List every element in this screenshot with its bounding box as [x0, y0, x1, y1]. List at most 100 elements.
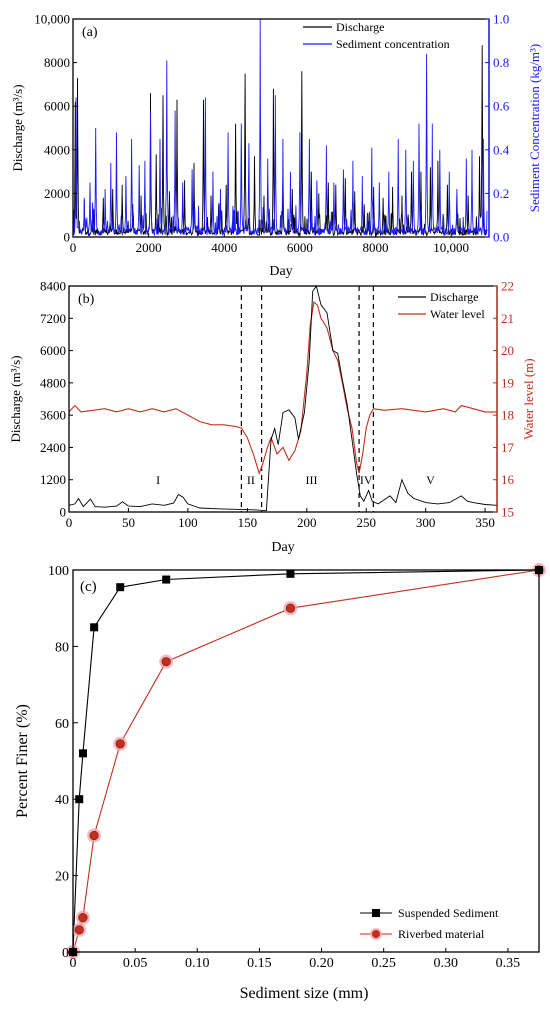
c-ytick-label: 60: [55, 717, 69, 732]
b-ytick-right-label: 20: [501, 343, 514, 358]
suspended-point: [116, 583, 125, 592]
b-xtick-label: 350: [475, 515, 495, 530]
legend-label-discharge-a: Discharge: [336, 20, 384, 34]
c-xtick-label: 0.30: [434, 956, 459, 971]
b-ytick-label: 8400: [40, 279, 66, 294]
discharge-series-a: [72, 45, 488, 237]
legend-swatch-suspended: [372, 909, 380, 917]
legend-swatch-riverbed: [372, 930, 380, 938]
a-xtick-label: 6000: [287, 240, 313, 255]
c-ytick-label: 80: [55, 640, 69, 655]
region-label: I: [156, 473, 160, 487]
b-ytick-right-label: 21: [501, 311, 514, 326]
panel-label-a: (a): [82, 25, 98, 40]
b-ytick-label: 2400: [40, 440, 66, 455]
x-axis-label-a: Day: [269, 264, 292, 279]
a-ytick-label: 6000: [44, 99, 70, 114]
b-ytick-right-label: 15: [501, 505, 514, 520]
c-ytick-label: 100: [48, 564, 69, 579]
b-ytick-label: 6000: [40, 343, 66, 358]
x-axis-label-c: Sediment size (mm): [240, 985, 369, 1002]
suspended-line: [72, 569, 540, 953]
c-ytick-label: 20: [55, 870, 69, 885]
y-axis-label-right-a: Sediment Concentration (kg/m³): [527, 44, 542, 213]
legend-label-riverbed: Riverbed material: [398, 927, 485, 941]
y-axis-label-left-a: Discharge (m³/s): [10, 84, 25, 171]
riverbed-point: [74, 925, 84, 935]
suspended-point: [286, 569, 295, 578]
y-axis-label-left-b: Discharge (m³/s): [8, 355, 23, 442]
b-xtick-label: 50: [122, 515, 135, 530]
suspended-point: [78, 749, 87, 758]
a-xtick-label: 0: [70, 240, 77, 255]
sediment-series-a: [72, 18, 488, 237]
riverbed-line: [72, 569, 540, 953]
c-xtick-label: 0.20: [309, 956, 334, 971]
c-xtick-label: 0.10: [185, 956, 210, 971]
legend-label-discharge-b: Discharge: [430, 290, 478, 304]
c-ytick-label: 40: [55, 793, 69, 808]
b-xtick-label: 250: [356, 515, 376, 530]
a-xtick-label: 8000: [363, 240, 389, 255]
panel-label-c: (c): [80, 579, 97, 595]
c-xtick-label: 0.05: [123, 956, 148, 971]
suspended-point: [90, 623, 99, 632]
panel-a: 0 2000 4000 6000 8000 10,000 0 2000 4000 6000 8000…: [10, 12, 542, 280]
b-ytick-label: 3600: [40, 408, 66, 423]
c-ytick-label: 0: [62, 946, 69, 961]
b-ytick-label: 0: [60, 505, 67, 520]
b-ytick-label: 1200: [40, 472, 66, 487]
a-ytick-label: 2000: [44, 186, 70, 201]
a-xtick-label: 10,000: [433, 240, 469, 255]
b-ytick-label: 7200: [40, 311, 66, 326]
region-label: IV: [360, 473, 373, 487]
panel-b: I II III IV V0 50 100 150 200 250 300 3500120024003…: [8, 279, 536, 556]
b-xtick-label: 300: [416, 515, 436, 530]
region-label: V: [426, 473, 435, 487]
riverbed-point: [161, 657, 171, 667]
riverbed-point: [89, 830, 99, 841]
suspended-point: [75, 795, 84, 804]
a-ytick-right-label: 0.8: [493, 55, 509, 70]
a-xtick-label: 4000: [211, 240, 237, 255]
b-ytick-right-label: 22: [501, 279, 514, 294]
region-label: II: [247, 473, 255, 487]
suspended-point: [162, 575, 171, 584]
discharge-series-b: [68, 284, 498, 512]
b-ytick-label: 4800: [40, 375, 66, 390]
a-ytick-label: 8000: [44, 55, 70, 70]
a-ytick-label: 0: [64, 230, 71, 245]
b-xtick-label: 150: [238, 515, 258, 530]
riverbed-point: [115, 739, 125, 749]
a-ytick-right-label: 0.4: [493, 142, 510, 157]
a-ytick-label: 4000: [44, 142, 70, 157]
b-ytick-right-label: 17: [501, 440, 515, 455]
a-ytick-right-label: 0.6: [493, 99, 510, 114]
legend-label-waterlevel-b: Water level: [430, 307, 485, 321]
a-ytick-right-label: 0.2: [493, 186, 509, 201]
a-ytick-right-label: 0.0: [493, 230, 509, 245]
b-xtick-label: 200: [297, 515, 317, 530]
c-xtick-label: 0: [70, 956, 77, 971]
b-xtick-label: 100: [178, 515, 198, 530]
plot-frame-c: [72, 569, 540, 953]
riverbed-point: [78, 913, 88, 923]
legend-label-suspended: Suspended Sediment: [398, 906, 499, 920]
c-xtick-label: 0.25: [371, 956, 396, 971]
water-level-series-b: [68, 301, 497, 476]
a-ytick-label: 10,000: [34, 12, 70, 27]
b-xtick-label: 0: [66, 515, 73, 530]
b-ytick-right-label: 16: [501, 472, 515, 487]
a-ytick-right-label: 1.0: [493, 12, 509, 27]
y-axis-label-c: Percent Finer (%): [14, 704, 31, 818]
c-xtick-label: 0.35: [496, 956, 521, 971]
b-ytick-right-label: 19: [501, 375, 514, 390]
y-axis-label-right-b: Water level (m): [521, 358, 536, 439]
x-axis-label-b: Day: [271, 540, 294, 555]
panel-label-b: (b): [78, 292, 95, 307]
b-ytick-right-label: 18: [501, 408, 514, 423]
panel-c: 0 0.05 0.10 0.15 0.20 0.25 0.30 0.35 0 20 40 60 80 10…: [14, 563, 546, 1002]
region-label: III: [306, 473, 318, 487]
a-xtick-label: 2000: [136, 240, 162, 255]
